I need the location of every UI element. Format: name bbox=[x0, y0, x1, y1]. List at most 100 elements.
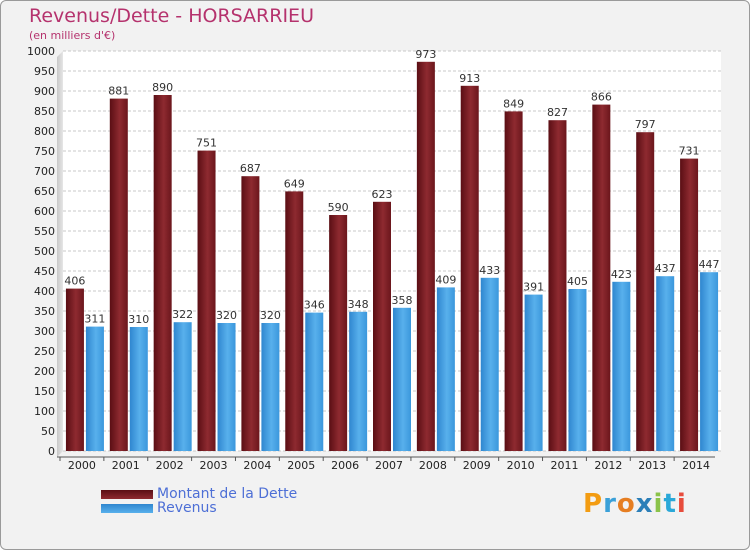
x-tick-label: 2007 bbox=[375, 459, 403, 472]
x-tick-label: 2006 bbox=[331, 459, 359, 472]
bar-dette bbox=[153, 95, 172, 451]
value-label-dette: 731 bbox=[679, 145, 700, 158]
bar-dette bbox=[636, 132, 655, 451]
bar-revenus bbox=[349, 311, 368, 451]
x-tick-label: 2004 bbox=[243, 459, 271, 472]
y-tick-label: 150 bbox=[34, 385, 55, 398]
legend-swatch-dette bbox=[101, 489, 153, 499]
value-label-revenus: 320 bbox=[260, 309, 281, 322]
bar-revenus bbox=[261, 323, 280, 451]
x-tick-label: 2001 bbox=[112, 459, 140, 472]
grid-layer bbox=[57, 50, 721, 457]
y-tick-label: 550 bbox=[34, 225, 55, 238]
bar-revenus bbox=[656, 276, 675, 451]
value-label-revenus: 346 bbox=[304, 299, 325, 312]
bar-dette bbox=[109, 98, 128, 451]
value-label-revenus: 320 bbox=[216, 309, 237, 322]
y-tick-label: 0 bbox=[48, 445, 55, 458]
x-tick-label: 2002 bbox=[156, 459, 184, 472]
y-tick-label: 300 bbox=[34, 325, 55, 338]
label-layer: 406 311 881 310 890 322 751 320 687 320 649 346 590 3… bbox=[64, 48, 719, 326]
y-tick-label: 600 bbox=[34, 205, 55, 218]
value-label-dette: 623 bbox=[372, 188, 393, 201]
bar-revenus bbox=[85, 326, 104, 451]
value-label-dette: 827 bbox=[547, 106, 568, 119]
x-tick-label: 2009 bbox=[463, 459, 491, 472]
value-label-revenus: 348 bbox=[348, 298, 369, 311]
bar-revenus bbox=[173, 322, 192, 451]
y-tick-label: 500 bbox=[34, 245, 55, 258]
value-label-revenus: 433 bbox=[479, 264, 500, 277]
bar-dette bbox=[504, 111, 523, 452]
value-label-dette: 973 bbox=[415, 48, 436, 61]
value-label-revenus: 322 bbox=[172, 308, 193, 321]
bar-layer bbox=[65, 61, 719, 452]
y-tick-label: 700 bbox=[34, 165, 55, 178]
value-label-dette: 866 bbox=[591, 91, 612, 104]
y-tick-label: 200 bbox=[34, 365, 55, 378]
bar-revenus bbox=[480, 277, 499, 451]
value-label-dette: 797 bbox=[635, 118, 656, 131]
y-tick-label: 1000 bbox=[27, 45, 55, 58]
legend-item-revenus: Revenus bbox=[101, 500, 297, 516]
logo-letter: x bbox=[635, 489, 654, 519]
value-label-revenus: 447 bbox=[699, 258, 720, 271]
chart-subtitle: (en milliers d'€) bbox=[29, 29, 116, 42]
bar-dette bbox=[329, 215, 348, 451]
value-label-dette: 406 bbox=[64, 275, 85, 288]
value-label-dette: 687 bbox=[240, 162, 261, 175]
plot-side-wall bbox=[57, 51, 63, 457]
bar-dette bbox=[65, 288, 84, 451]
value-label-revenus: 423 bbox=[611, 268, 632, 281]
legend: Montant de la Dette Revenus bbox=[101, 486, 297, 516]
bar-dette bbox=[197, 150, 216, 451]
value-label-dette: 890 bbox=[152, 81, 173, 94]
value-label-dette: 913 bbox=[459, 72, 480, 85]
y-tick-label: 750 bbox=[34, 145, 55, 158]
bar-dette bbox=[416, 61, 435, 452]
bar-revenus bbox=[524, 294, 543, 451]
proxiti-logo: Proxiti bbox=[583, 489, 687, 519]
bar-revenus bbox=[305, 312, 324, 451]
logo-letter: r bbox=[603, 489, 617, 519]
y-tick-label: 950 bbox=[34, 65, 55, 78]
logo-letter: o bbox=[616, 489, 636, 519]
bar-revenus bbox=[129, 327, 148, 451]
y-tick-label: 850 bbox=[34, 105, 55, 118]
y-tick-label: 350 bbox=[34, 305, 55, 318]
bar-revenus bbox=[700, 272, 719, 451]
value-label-revenus: 409 bbox=[435, 273, 456, 286]
bar-dette bbox=[680, 158, 699, 451]
value-label-revenus: 358 bbox=[392, 294, 413, 307]
plot-area bbox=[63, 51, 721, 451]
x-tick-label: 2008 bbox=[419, 459, 447, 472]
value-label-dette: 590 bbox=[328, 201, 349, 214]
value-label-dette: 881 bbox=[108, 85, 129, 98]
x-tick-label: 2011 bbox=[550, 459, 578, 472]
legend-swatch-revenus bbox=[101, 503, 153, 513]
value-label-revenus: 311 bbox=[84, 313, 105, 326]
bar-revenus bbox=[393, 307, 411, 451]
y-tick-label: 650 bbox=[34, 185, 55, 198]
chart-title: Revenus/Dette - HORSARRIEU bbox=[29, 5, 314, 27]
y-tick-label: 400 bbox=[34, 285, 55, 298]
x-tick-label: 2013 bbox=[638, 459, 666, 472]
axis-layer: 0 50 100 150 200 250 300 350 400 450 500 550 600 650 7… bbox=[27, 45, 715, 472]
value-label-revenus: 405 bbox=[567, 275, 588, 288]
logo-letter: P bbox=[583, 489, 604, 519]
y-tick-label: 450 bbox=[34, 265, 55, 278]
logo-letter: i bbox=[676, 489, 687, 519]
y-tick-label: 250 bbox=[34, 345, 55, 358]
value-label-revenus: 437 bbox=[655, 262, 676, 275]
value-label-dette: 649 bbox=[284, 177, 305, 190]
x-tick-label: 2005 bbox=[287, 459, 315, 472]
x-tick-label: 2000 bbox=[68, 459, 96, 472]
y-tick-label: 100 bbox=[34, 405, 55, 418]
value-label-revenus: 310 bbox=[128, 313, 149, 326]
y-tick-label: 800 bbox=[34, 125, 55, 138]
value-label-dette: 751 bbox=[196, 137, 217, 150]
bar-dette bbox=[373, 201, 391, 451]
x-tick-label: 2010 bbox=[507, 459, 535, 472]
